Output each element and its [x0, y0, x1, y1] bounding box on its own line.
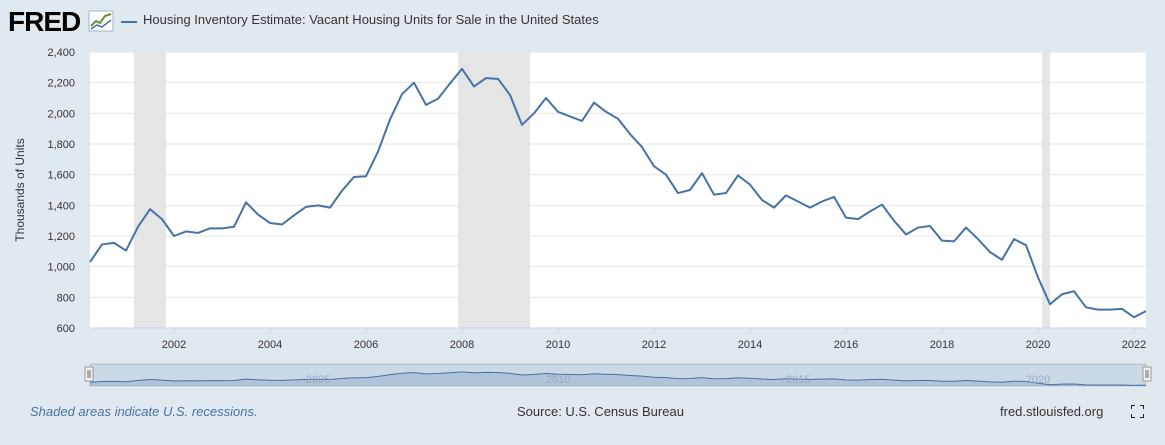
y-axis: 600 800 1,000 1,200 1,400 1,600 1,800 2,000 2,20… — [47, 47, 75, 335]
legend-swatch — [121, 21, 137, 23]
x-tick-label: 2008 — [450, 339, 474, 351]
y-tick-label: 2,400 — [47, 47, 75, 59]
x-tick-label: 2010 — [546, 339, 570, 351]
x-tick-label: 2016 — [834, 339, 858, 351]
navigator-left-handle[interactable] — [84, 366, 94, 382]
series-layer — [89, 67, 1147, 319]
x-tick-label: 2014 — [738, 339, 762, 351]
x-tick-label: 2006 — [354, 339, 378, 351]
fred-logo[interactable]: FRED — [8, 6, 81, 37]
navigator-right-handle[interactable] — [1142, 366, 1152, 382]
navigator-series — [89, 371, 1147, 386]
recession-band — [134, 52, 166, 328]
fred-graph-icon — [88, 10, 114, 32]
x-tick-label: 2012 — [642, 339, 666, 351]
plot-background — [90, 52, 1146, 328]
navigator-area — [90, 371, 1146, 386]
navigator-line — [89, 371, 1147, 386]
x-tick-label: 2002 — [162, 339, 186, 351]
fullscreen-icon[interactable] — [1131, 405, 1144, 418]
navigator-label: 2020 — [1026, 374, 1050, 386]
y-tick-label: 600 — [57, 323, 75, 335]
y-tick-label: 800 — [57, 292, 75, 304]
site-link[interactable]: fred.stlouisfed.org — [1000, 404, 1104, 419]
navigator-labels: 2005 2010 2015 2020 — [306, 374, 1050, 386]
navigator-label: 2010 — [546, 374, 570, 386]
navigator-label: 2015 — [786, 374, 810, 386]
recession-note: Shaded areas indicate U.S. recessions. — [30, 404, 258, 419]
x-tick-label: 2018 — [930, 339, 954, 351]
x-tick-label: 2004 — [258, 339, 282, 351]
legend-series-name: Housing Inventory Estimate: Vacant Housi… — [143, 12, 599, 27]
y-tick-label: 1,000 — [47, 262, 75, 274]
navigator-label: 2005 — [306, 374, 330, 386]
x-axis: 2002 2004 2006 2008 2010 2012 2014 2016 2018 2020… — [90, 327, 1146, 351]
recession-band — [1042, 52, 1050, 328]
y-tick-label: 2,000 — [47, 108, 75, 120]
recession-band — [458, 52, 530, 328]
y-tick-label: 1,800 — [47, 139, 75, 151]
source-text: Source: U.S. Census Bureau — [517, 404, 684, 419]
navigator-selection[interactable] — [90, 364, 1146, 386]
y-axis-label: Thousands of Units — [13, 138, 27, 241]
y-tick-label: 1,400 — [47, 200, 75, 212]
recession-shading — [134, 52, 1050, 328]
y-tick-label: 1,200 — [47, 231, 75, 243]
x-tick-label: 2022 — [1122, 339, 1146, 351]
y-tick-label: 1,600 — [47, 170, 75, 182]
x-tick-label: 2020 — [1026, 339, 1050, 351]
y-tick-label: 2,200 — [47, 78, 75, 90]
series-line — [89, 67, 1147, 319]
